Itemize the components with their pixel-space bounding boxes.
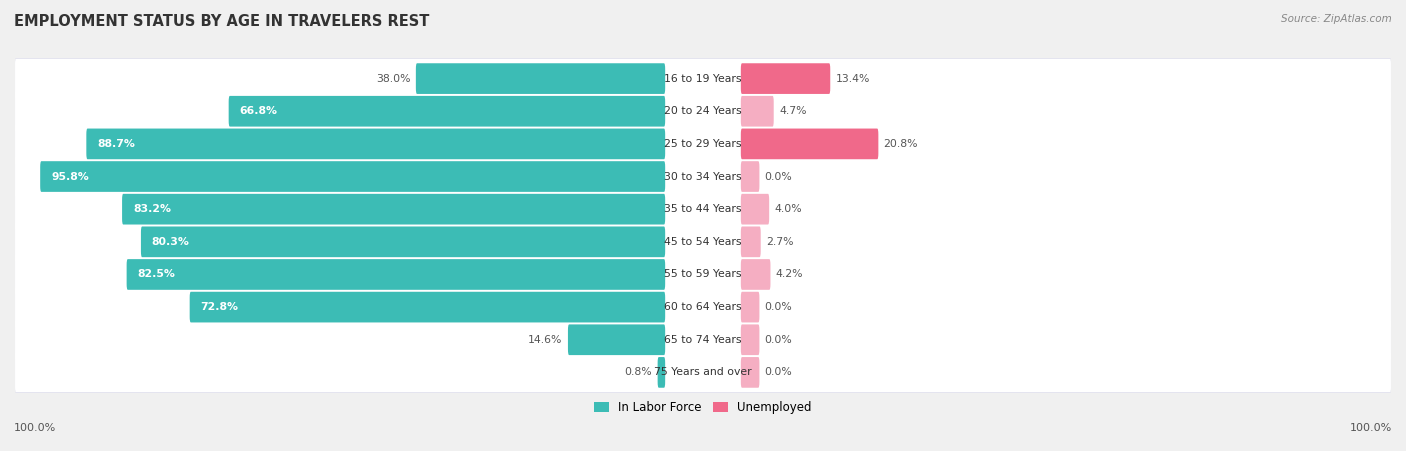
FancyBboxPatch shape — [229, 96, 665, 127]
FancyBboxPatch shape — [15, 189, 1391, 230]
Text: 4.0%: 4.0% — [775, 204, 801, 214]
FancyBboxPatch shape — [741, 259, 770, 290]
Text: 13.4%: 13.4% — [835, 74, 870, 83]
FancyBboxPatch shape — [15, 124, 1391, 164]
Text: 0.0%: 0.0% — [765, 368, 793, 377]
FancyBboxPatch shape — [15, 189, 1391, 229]
FancyBboxPatch shape — [741, 292, 759, 322]
Text: 0.0%: 0.0% — [765, 302, 793, 312]
Text: 14.6%: 14.6% — [529, 335, 562, 345]
FancyBboxPatch shape — [122, 194, 665, 225]
FancyBboxPatch shape — [15, 156, 1391, 197]
FancyBboxPatch shape — [86, 129, 665, 159]
Text: 35 to 44 Years: 35 to 44 Years — [664, 204, 742, 214]
Text: 4.7%: 4.7% — [779, 106, 807, 116]
FancyBboxPatch shape — [127, 259, 665, 290]
FancyBboxPatch shape — [15, 59, 1391, 98]
FancyBboxPatch shape — [15, 286, 1391, 328]
Text: 65 to 74 Years: 65 to 74 Years — [664, 335, 742, 345]
Text: 4.2%: 4.2% — [776, 269, 803, 280]
FancyBboxPatch shape — [416, 63, 665, 94]
FancyBboxPatch shape — [568, 324, 665, 355]
FancyBboxPatch shape — [15, 319, 1391, 360]
FancyBboxPatch shape — [741, 226, 761, 257]
Text: 0.0%: 0.0% — [765, 171, 793, 182]
Text: 82.5%: 82.5% — [138, 269, 176, 280]
Text: 100.0%: 100.0% — [14, 423, 56, 433]
Text: 38.0%: 38.0% — [375, 74, 411, 83]
Text: 20.8%: 20.8% — [884, 139, 918, 149]
Text: 72.8%: 72.8% — [201, 302, 239, 312]
Text: 80.3%: 80.3% — [152, 237, 190, 247]
FancyBboxPatch shape — [741, 194, 769, 225]
Legend: In Labor Force, Unemployed: In Labor Force, Unemployed — [589, 396, 817, 419]
FancyBboxPatch shape — [658, 357, 665, 388]
FancyBboxPatch shape — [15, 254, 1391, 295]
FancyBboxPatch shape — [15, 222, 1391, 262]
FancyBboxPatch shape — [190, 292, 665, 322]
Text: Source: ZipAtlas.com: Source: ZipAtlas.com — [1281, 14, 1392, 23]
Text: 55 to 59 Years: 55 to 59 Years — [664, 269, 742, 280]
FancyBboxPatch shape — [15, 287, 1391, 327]
Text: 95.8%: 95.8% — [51, 171, 89, 182]
Text: 30 to 34 Years: 30 to 34 Years — [664, 171, 742, 182]
FancyBboxPatch shape — [15, 352, 1391, 393]
FancyBboxPatch shape — [15, 221, 1391, 262]
Text: 20 to 24 Years: 20 to 24 Years — [664, 106, 742, 116]
FancyBboxPatch shape — [741, 63, 831, 94]
Text: 25 to 29 Years: 25 to 29 Years — [664, 139, 742, 149]
FancyBboxPatch shape — [141, 226, 665, 257]
FancyBboxPatch shape — [41, 161, 665, 192]
Text: 2.7%: 2.7% — [766, 237, 793, 247]
FancyBboxPatch shape — [15, 58, 1391, 99]
FancyBboxPatch shape — [15, 353, 1391, 392]
Text: 0.0%: 0.0% — [765, 335, 793, 345]
Text: 88.7%: 88.7% — [97, 139, 135, 149]
FancyBboxPatch shape — [15, 91, 1391, 132]
Text: 0.8%: 0.8% — [624, 368, 652, 377]
Text: 45 to 54 Years: 45 to 54 Years — [664, 237, 742, 247]
FancyBboxPatch shape — [15, 123, 1391, 165]
FancyBboxPatch shape — [741, 129, 879, 159]
Text: 66.8%: 66.8% — [239, 106, 277, 116]
FancyBboxPatch shape — [741, 96, 773, 127]
Text: 75 Years and over: 75 Years and over — [654, 368, 752, 377]
FancyBboxPatch shape — [15, 156, 1391, 197]
Text: 60 to 64 Years: 60 to 64 Years — [664, 302, 742, 312]
Text: 100.0%: 100.0% — [1350, 423, 1392, 433]
Text: 83.2%: 83.2% — [134, 204, 172, 214]
Text: 16 to 19 Years: 16 to 19 Years — [664, 74, 742, 83]
FancyBboxPatch shape — [15, 320, 1391, 359]
FancyBboxPatch shape — [741, 161, 759, 192]
FancyBboxPatch shape — [741, 324, 759, 355]
Text: EMPLOYMENT STATUS BY AGE IN TRAVELERS REST: EMPLOYMENT STATUS BY AGE IN TRAVELERS RE… — [14, 14, 429, 28]
FancyBboxPatch shape — [741, 357, 759, 388]
FancyBboxPatch shape — [15, 92, 1391, 131]
FancyBboxPatch shape — [15, 254, 1391, 295]
